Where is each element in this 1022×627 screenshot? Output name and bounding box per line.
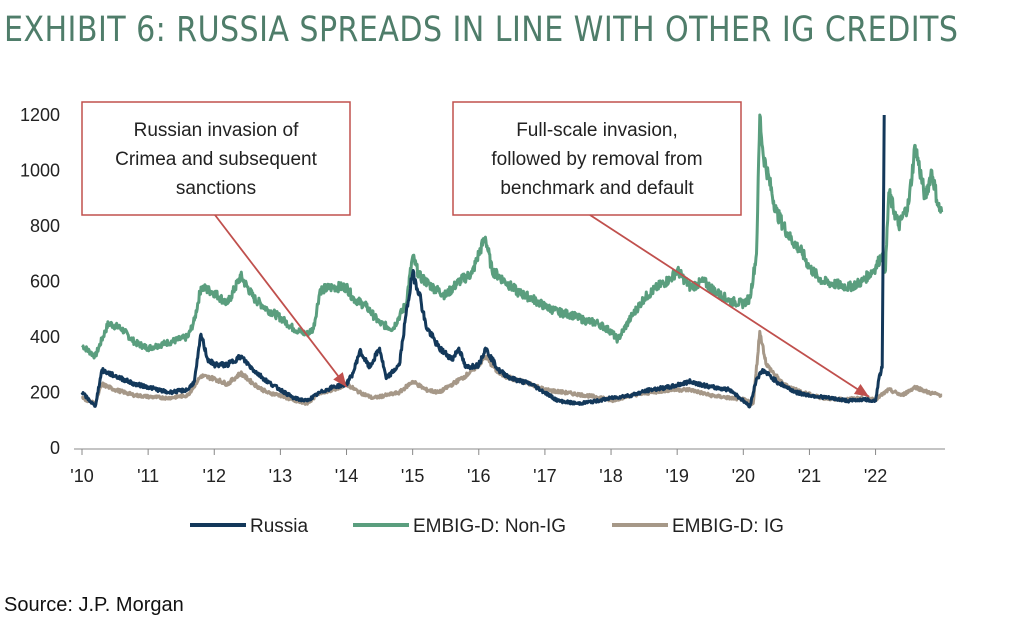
annotation-layer: Russian invasion of Crimea and subsequent… [81,101,870,398]
x-tick-label: '12 [203,466,226,486]
x-tick-label: '18 [599,466,622,486]
x-tick-label: '16 [467,466,490,486]
series-line-russia [80,114,886,409]
annotation-text: Crimea and subsequent [115,149,317,170]
x-tick-label: '21 [798,466,821,486]
annotation-text: sanctions [176,178,256,199]
x-tick-label: '17 [533,466,556,486]
chart-title: EXHIBIT 6: RUSSIA SPREADS IN LINE WITH O… [4,10,959,50]
annotation-arrowhead [333,372,347,387]
annotation-text: followed by removal from [491,149,702,170]
annotation-text: Russian invasion of [134,120,299,141]
x-tick-label: '13 [269,466,292,486]
annotation-text: Full-scale invasion, [516,120,678,141]
x-tick-label: '19 [665,466,688,486]
annotation-box [81,101,351,216]
x-axis: '10 '11 '12 '13 '14 '15 '16 '17 '18 '19 '20 '21 '22 [70,448,945,486]
y-tick-label: 1200 [20,105,60,125]
legend-label: EMBIG-D: Non-IG [413,516,566,537]
series-line-embig-d-non-ig [81,113,944,360]
legend-label: Russia [250,516,309,537]
y-tick-label: 600 [30,272,60,292]
y-tick-label: 400 [30,327,60,347]
x-tick-label: '15 [401,466,424,486]
annotation-arrow-line [214,214,348,388]
annotation-text: benchmark and default [500,178,694,199]
y-axis: 0 200 400 600 800 1000 1200 [20,105,60,458]
line-chart: 0 200 400 600 800 1000 1200 '10 '11 '12 '13 '14 '15… [20,101,945,537]
annotation-arrowhead [853,383,869,397]
x-tick-label: '14 [335,466,358,486]
y-tick-label: 0 [50,438,60,458]
series-layer [80,113,944,409]
legend-label: EMBIG-D: IG [672,516,784,537]
y-tick-label: 800 [30,216,60,236]
y-tick-label: 1000 [20,161,60,181]
annotation-box [452,101,742,216]
annotation-arrow-line [589,214,870,398]
series-line-embig-d-ig [80,329,943,406]
x-tick-label: '20 [732,466,755,486]
x-tick-label: '11 [137,466,159,486]
y-tick-label: 200 [30,383,60,403]
legend: Russia EMBIG-D: Non-IG EMBIG-D: IG [190,516,784,537]
x-tick-label: '22 [864,466,887,486]
x-tick-label: '10 [70,466,93,486]
source-note: Source: J.P. Morgan [4,594,184,616]
